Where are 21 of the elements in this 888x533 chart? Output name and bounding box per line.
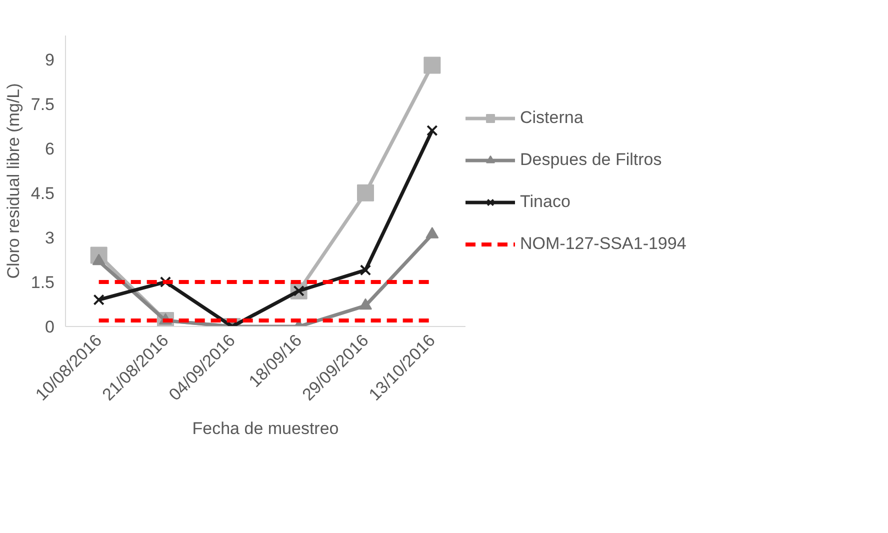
legend-label: Despues de Filtros [520,150,662,170]
legend-label: Cisterna [520,108,584,128]
y-tick-label: 3 [45,228,55,248]
y-tick-label: 6 [45,139,55,158]
point [93,294,104,306]
point [160,276,172,288]
legend-label: Tinaco [520,192,570,212]
point [424,56,441,74]
y-axis-title: Cloro residual libre (mg/L) [4,83,23,279]
point [426,124,438,136]
y-tick-label: 7.5 [30,94,55,114]
y-tick-label: 9 [45,50,55,70]
y-tick-label: 0 [45,318,55,336]
legend-label: NOM-127-SSA1-1994 [520,234,686,254]
point [426,227,439,238]
point [359,298,372,310]
x-axis-title: Fecha de muestreo [192,419,339,438]
y-tick-label: 1.5 [30,272,55,292]
point [357,184,374,202]
point [360,264,372,276]
y-tick-label: 4.5 [30,184,55,203]
